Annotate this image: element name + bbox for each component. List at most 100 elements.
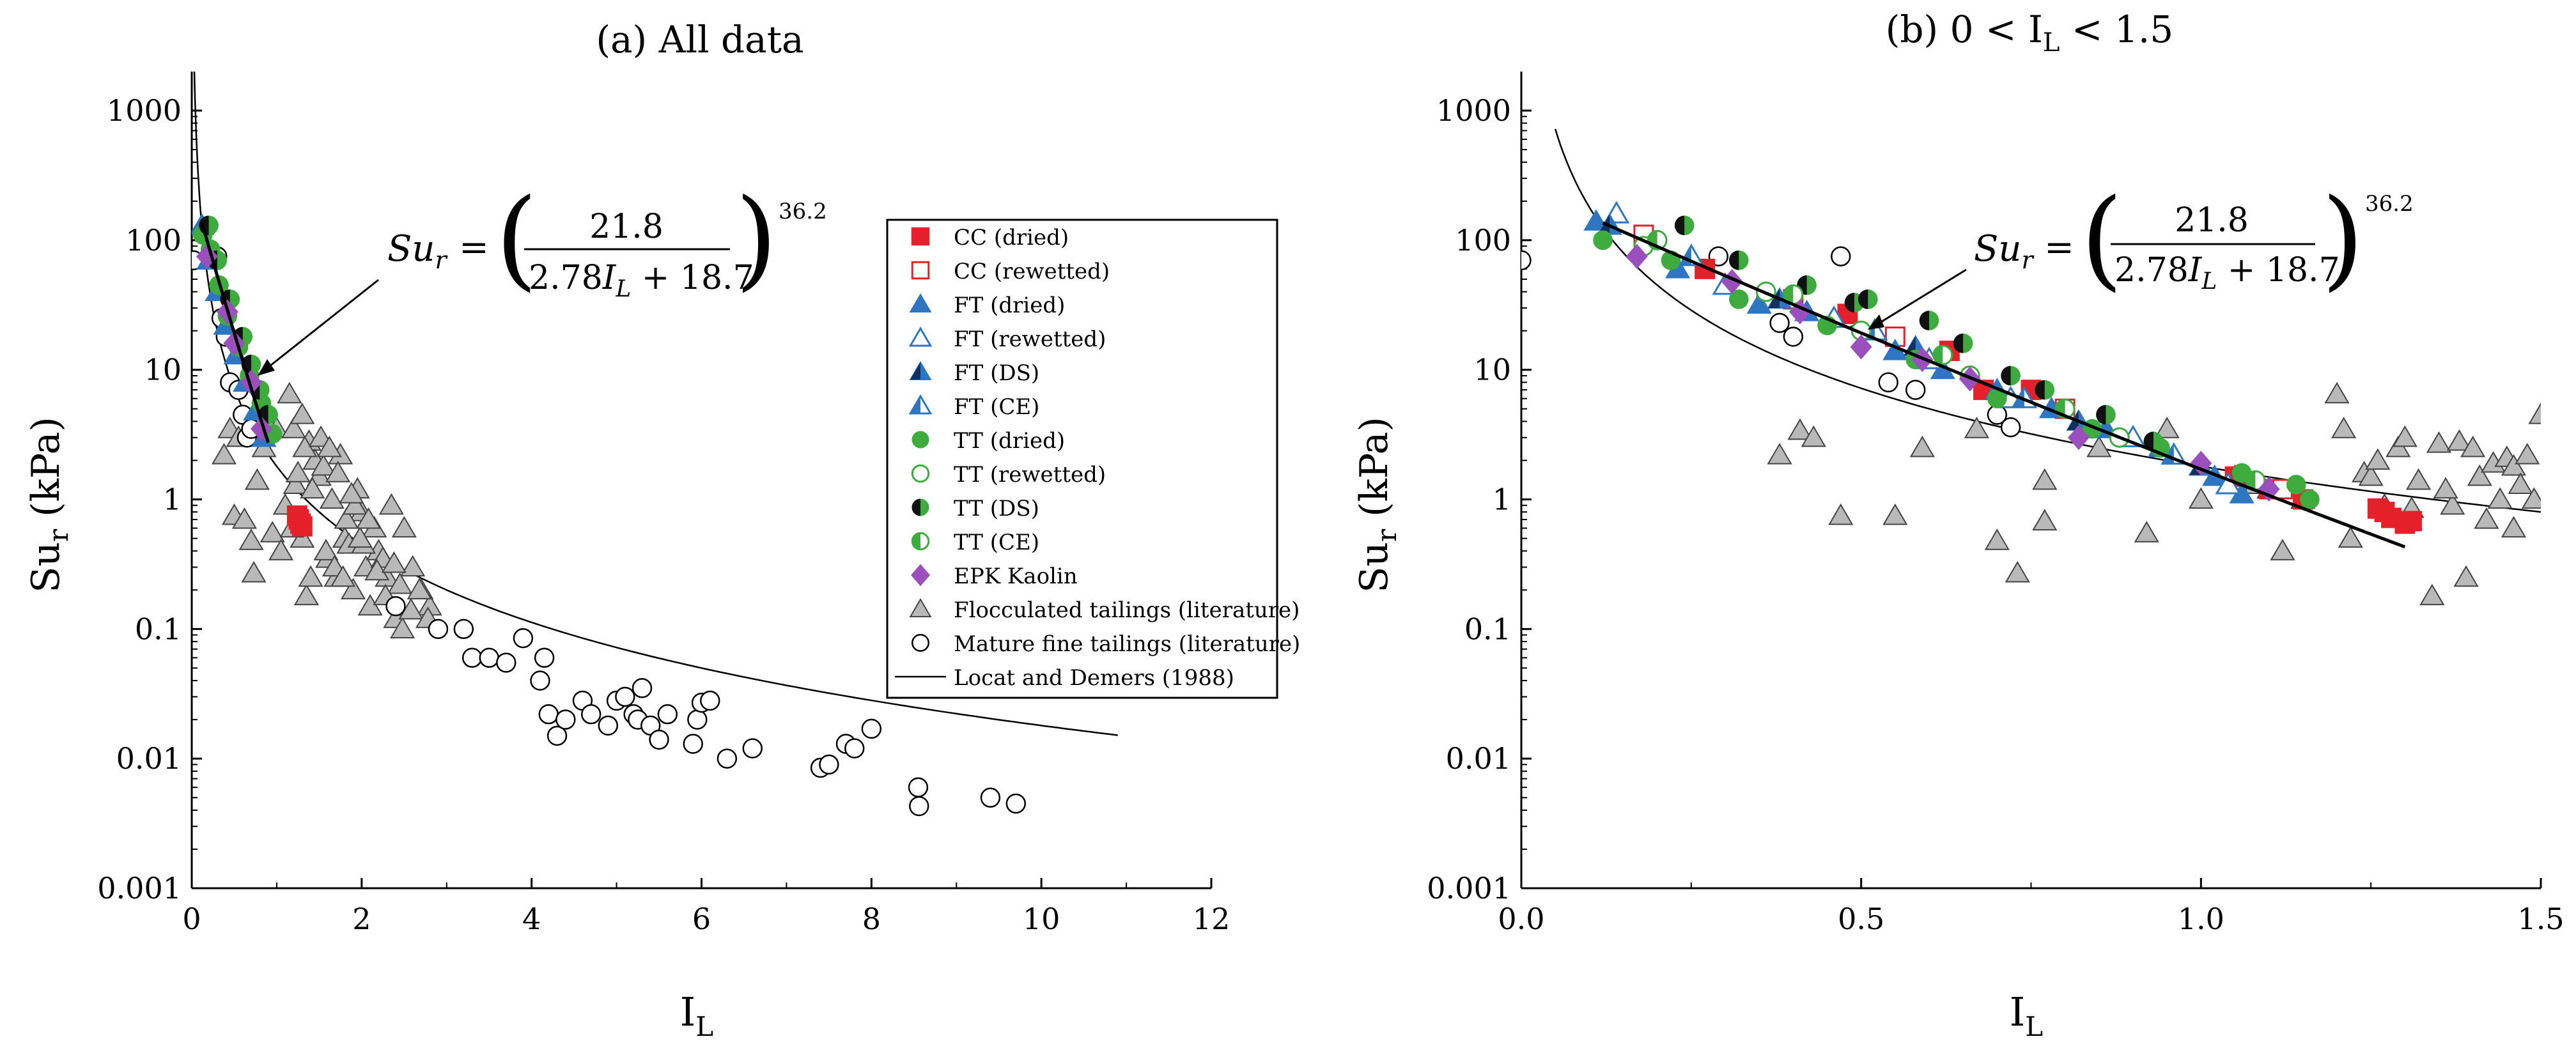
chart-b-point bbox=[1746, 292, 1772, 314]
chart-b-point bbox=[2286, 475, 2306, 495]
chart-b-point bbox=[2190, 450, 2212, 476]
chart-a-point bbox=[244, 468, 270, 490]
chart-a-point bbox=[538, 704, 559, 725]
chart-b-title: (b) 0 < IL < 1.5 bbox=[1886, 8, 2173, 58]
chart-b-ytick-label: 0.001 bbox=[1427, 871, 1511, 905]
chart-a-point bbox=[530, 670, 550, 691]
chart-b-ytick-label: 0.1 bbox=[1464, 612, 1511, 646]
chart-a-point bbox=[378, 493, 404, 515]
chart-b-ytick-label: 10 bbox=[1473, 353, 1511, 387]
chart-b-point bbox=[1878, 372, 1898, 393]
svg-text:21.8: 21.8 bbox=[2175, 201, 2249, 240]
chart-b-point bbox=[1593, 230, 1613, 250]
chart-b-point bbox=[2188, 487, 2214, 509]
chart-b-point bbox=[2338, 526, 2363, 548]
chart-a-point bbox=[844, 738, 865, 759]
chart-a-ytick-label: 10 bbox=[144, 353, 182, 387]
chart-b-point bbox=[2419, 583, 2445, 606]
chart-b-point bbox=[2134, 521, 2159, 543]
chart-a-point bbox=[334, 507, 359, 529]
chart-a-point bbox=[319, 487, 345, 509]
chart-a-ytick-label: 0.01 bbox=[116, 741, 182, 776]
chart-a-xtick-label: 6 bbox=[692, 902, 711, 936]
legend-item: CC (dried) bbox=[911, 225, 1069, 250]
chart-b-xtick-label: 0.5 bbox=[1838, 902, 1884, 936]
chart-b-point bbox=[1850, 334, 1872, 360]
legend-item: Mature fine tailings (literature) bbox=[912, 631, 1300, 657]
chart-b-plot: 0.001 0.01 0.1 1 10 100 1000 0.0 0.5 1.0 1.5 bbox=[1427, 72, 2564, 936]
chart-b-point bbox=[2501, 516, 2527, 538]
chart-b-xtick-label: 1.0 bbox=[2178, 902, 2224, 936]
legend-marker bbox=[911, 261, 930, 280]
chart-b-point bbox=[1932, 344, 1953, 366]
chart-b-point bbox=[2032, 509, 2058, 531]
chart-b-xtick-label: 0.0 bbox=[1498, 902, 1544, 936]
legend-item: Locat and Demers (1988) bbox=[895, 665, 1234, 691]
chart-b-point bbox=[2401, 511, 2422, 532]
legend-label: Mature fine tailings (literature) bbox=[954, 631, 1300, 657]
chart-a-point bbox=[290, 403, 315, 424]
chart-b-point bbox=[2270, 539, 2295, 560]
chart-a-point bbox=[240, 369, 263, 395]
chart-a-point bbox=[381, 551, 407, 573]
legend-label: FT (rewetted) bbox=[954, 327, 1106, 352]
chart-a-point bbox=[390, 617, 415, 638]
legend-marker bbox=[909, 361, 932, 380]
chart-b-point bbox=[2035, 380, 2055, 400]
legend-label: CC (rewetted) bbox=[954, 259, 1110, 284]
legend-marker bbox=[909, 293, 932, 312]
legend-label: TT (CE) bbox=[954, 530, 1039, 555]
chart-b-point bbox=[2406, 468, 2432, 490]
chart-b-point bbox=[1721, 268, 1743, 295]
chart-b-point bbox=[2001, 366, 2021, 386]
svg-text:(: ( bbox=[495, 176, 538, 302]
chart-b-point bbox=[2487, 487, 2513, 509]
legend-box bbox=[886, 219, 1278, 699]
chart-a-point bbox=[980, 787, 1001, 808]
legend-marker bbox=[911, 227, 930, 246]
legend-item: TT (rewetted) bbox=[911, 462, 1106, 488]
chart-b-point bbox=[2032, 468, 2058, 490]
legend-label: TT (DS) bbox=[954, 496, 1039, 521]
chart-a-point bbox=[649, 729, 669, 750]
legend-label: FT (CE) bbox=[954, 394, 1039, 420]
chart-b-point bbox=[1801, 425, 1826, 447]
legend-marker bbox=[908, 327, 933, 347]
chart-a-point bbox=[260, 521, 285, 543]
legend-label: TT (rewetted) bbox=[954, 462, 1106, 488]
chart-a-point bbox=[316, 435, 342, 458]
chart-b-point bbox=[2067, 425, 2090, 450]
chart-a-point bbox=[313, 539, 339, 560]
chart-a-point bbox=[231, 507, 257, 529]
chart-b-point bbox=[2528, 403, 2541, 424]
chart-b-point bbox=[2000, 417, 2021, 438]
chart-b-point bbox=[2324, 381, 2350, 404]
chart-a-point bbox=[211, 443, 237, 465]
chart-a-xlabel: IL bbox=[680, 989, 713, 1042]
legend-marker bbox=[909, 598, 932, 617]
legend-marker bbox=[912, 431, 929, 449]
chart-b-ytick-label: 1000 bbox=[1436, 93, 1511, 128]
svg-text:36.2: 36.2 bbox=[2365, 191, 2414, 217]
chart-b-point bbox=[2501, 454, 2527, 476]
chart-b-point bbox=[1858, 289, 1878, 309]
chart-b-point bbox=[2453, 565, 2479, 587]
chart-a-xtick-label: 2 bbox=[352, 902, 371, 936]
chart-a-point bbox=[632, 678, 653, 698]
chart-a-ytick-label: 1 bbox=[163, 482, 182, 517]
legend-item: TT (CE) bbox=[911, 530, 1039, 555]
chart-a-point bbox=[687, 709, 708, 730]
chart-b-point bbox=[2096, 404, 2116, 425]
svg-text:=: = bbox=[2044, 227, 2074, 268]
chart-a-equation-arrowhead bbox=[258, 359, 275, 376]
chart-a-point bbox=[717, 748, 738, 769]
chart-b-point bbox=[1964, 417, 1990, 438]
chart-a-point bbox=[241, 560, 267, 583]
chart-a-ytick-label: 0.1 bbox=[135, 612, 182, 646]
chart-b-point bbox=[1984, 528, 2010, 550]
legend-item: FT (dried) bbox=[909, 293, 1065, 318]
chart-a-point bbox=[385, 596, 406, 617]
chart-b-point bbox=[2440, 493, 2465, 515]
chart-a-point bbox=[819, 754, 839, 775]
